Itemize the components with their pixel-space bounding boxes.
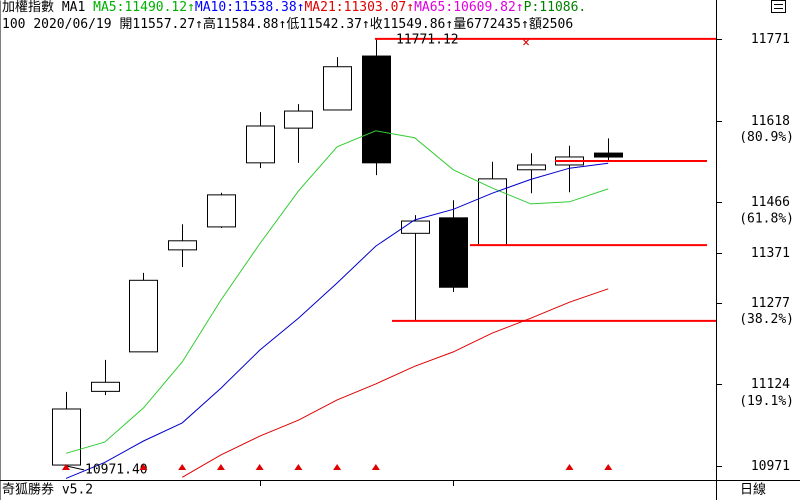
y-tick-label: 10971 xyxy=(751,459,790,474)
retracement-label: (61.8%) xyxy=(739,211,794,226)
header-item: MA10:11538.38↑ xyxy=(194,0,305,15)
header-item: 2020/06/19 xyxy=(33,17,120,32)
signal-marker xyxy=(255,464,264,470)
header-item: 100 xyxy=(2,17,34,32)
header-item: MA65:10609.82↑ xyxy=(414,0,524,15)
signal-marker xyxy=(604,464,613,470)
candle-body xyxy=(323,66,352,111)
candle-body xyxy=(168,240,197,251)
signal-marker xyxy=(294,464,303,470)
candle-body xyxy=(439,217,468,288)
signal-marker xyxy=(139,464,148,470)
indicator-header: 加權指數 MA1 MA5:11490.12↑MA10:11538.38↑MA21… xyxy=(2,0,714,16)
high-annotation: 11771.12 xyxy=(396,32,459,47)
ma-line xyxy=(65,162,609,479)
retracement-label: (38.2%) xyxy=(739,312,794,327)
ma-line xyxy=(181,288,609,478)
header-item: 收11549.86↑ xyxy=(369,17,454,32)
signal-marker xyxy=(216,464,225,470)
signal-marker xyxy=(371,464,380,470)
retracement-label: (80.9%) xyxy=(739,130,794,145)
signal-marker xyxy=(565,464,574,470)
header-item: 開11557.27↑ xyxy=(119,17,203,32)
ma-line xyxy=(65,130,609,454)
header-item: 低11542.37↑ xyxy=(286,17,370,32)
candle-body xyxy=(594,152,623,158)
footer-period: 日線 xyxy=(740,482,766,498)
menu-icon xyxy=(771,0,786,13)
low-annotation: 10971.40 xyxy=(85,462,148,477)
marker: × xyxy=(522,36,530,51)
header-item: MA1 xyxy=(54,0,94,15)
plot xyxy=(52,38,623,466)
quote-header: 100 2020/06/19 開11557.27↑高11584.88↑低1154… xyxy=(2,17,714,33)
signal-marker xyxy=(333,464,342,470)
candle-body xyxy=(284,110,313,129)
y-tick-label: 11618 xyxy=(751,114,790,129)
candle-body xyxy=(52,408,81,466)
footer-brand: 奇狐勝券 v5.2 xyxy=(2,482,93,498)
y-tick-label: 11277 xyxy=(751,296,790,311)
signal-marker xyxy=(178,464,187,470)
header-item: MA21:11303.07↑ xyxy=(304,0,415,15)
candle-body xyxy=(362,55,391,164)
candle-body xyxy=(129,279,158,353)
header-item: MA5:11490.12↑ xyxy=(93,0,195,15)
y-tick-label: 11371 xyxy=(751,246,790,261)
y-tick-label: 11466 xyxy=(751,195,790,210)
candle-body xyxy=(91,381,120,392)
header-item: 加權指數 xyxy=(2,0,55,15)
header-item: 量6772435↑ xyxy=(453,17,529,32)
annotation-leader xyxy=(65,465,85,471)
y-tick-label: 11771 xyxy=(751,32,790,47)
header-item: 額2506 xyxy=(528,17,574,32)
retracement-label: (19.1%) xyxy=(739,394,794,409)
header-item: 高11584.88↑ xyxy=(202,17,287,32)
y-tick-label: 11124 xyxy=(751,377,790,392)
candle-body xyxy=(207,194,236,228)
candle-body xyxy=(517,164,546,171)
candle-body xyxy=(478,178,507,246)
candle-body xyxy=(246,125,275,164)
header-item: P:11086. xyxy=(523,0,587,15)
candle-body xyxy=(401,220,430,234)
signal-marker xyxy=(62,464,70,470)
